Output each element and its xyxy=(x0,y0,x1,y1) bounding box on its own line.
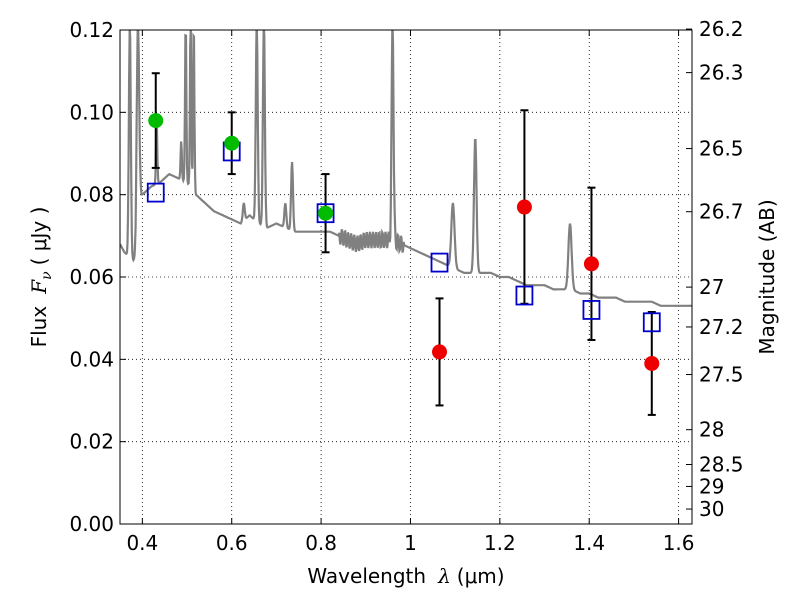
mag-tick-label: 28.5 xyxy=(699,452,744,476)
detection-marker xyxy=(644,355,660,371)
mag-tick-label: 29 xyxy=(699,474,724,498)
mag-tick-label: 30 xyxy=(699,497,724,521)
detection-marker xyxy=(148,113,164,129)
mag-tick-label: 27.5 xyxy=(699,363,744,387)
y-tick-label: 0.04 xyxy=(69,347,114,371)
detection-marker xyxy=(516,199,532,215)
y-axis-title-unit: ( μJy ) xyxy=(27,207,51,266)
x-axis-title-symbol: λ xyxy=(437,564,451,588)
x-tick-label: 1.2 xyxy=(484,531,516,555)
y-axis-title-symbol: F xyxy=(27,279,51,295)
mag-tick-label: 27 xyxy=(699,275,724,299)
x-tick-label: 0.8 xyxy=(305,531,337,555)
markers xyxy=(146,113,661,371)
x-axis-title-unit: (μm) xyxy=(457,564,505,588)
model-photometry-marker xyxy=(146,182,165,203)
model-photometry-marker xyxy=(582,300,601,320)
y-axis-title-prefix: Flux xyxy=(27,306,51,348)
model-photometry-marker xyxy=(642,312,661,333)
mag-tick-label: 26.7 xyxy=(699,200,744,224)
detection-marker xyxy=(318,205,334,221)
x-tick-label: 1.6 xyxy=(663,531,695,555)
model-photometry-marker xyxy=(430,252,449,273)
detection-marker xyxy=(432,344,448,360)
x-axis-title-prefix: Wavelength xyxy=(307,564,426,588)
x-tick-label: 0.6 xyxy=(216,531,248,555)
mag-tick-label: 26.5 xyxy=(699,137,744,161)
mag-tick-label: 28 xyxy=(699,418,724,442)
model-photometry-marker xyxy=(515,285,534,306)
grid-lines xyxy=(120,30,692,524)
detection-marker xyxy=(224,135,240,151)
mag-tick-label: 26.2 xyxy=(699,17,744,41)
y-tick-label: 0.12 xyxy=(69,18,114,42)
y-tick-label: 0.08 xyxy=(69,183,114,207)
axis-ticks: 0.4 0.6 0.8 1 1.2 1.4 1.6 0.00 0.02 0.04 0.06 0.08 0… xyxy=(69,17,743,555)
plot-area xyxy=(120,30,692,307)
y-axis-title: Flux Fν ( μJy ) xyxy=(27,207,55,348)
plot-frame xyxy=(119,29,693,525)
y-axis-title-sub: ν xyxy=(39,271,55,280)
x-tick-label: 0.4 xyxy=(126,531,158,555)
detection-marker xyxy=(583,256,599,272)
y-tick-label: 0.06 xyxy=(69,265,114,289)
x-axis-title: Wavelength λ (μm) xyxy=(307,564,504,588)
x-tick-label: 1.4 xyxy=(573,531,605,555)
spectrum-line xyxy=(120,30,692,307)
mag-tick-label: 26.3 xyxy=(699,61,744,85)
y-tick-label: 0.02 xyxy=(69,430,114,454)
y-tick-label: 0.00 xyxy=(69,512,114,536)
x-tick-label: 1 xyxy=(404,531,417,555)
y2-axis-title: Magnitude (AB) xyxy=(755,199,779,354)
model-photometry-marker xyxy=(316,203,335,224)
mag-tick-label: 27.2 xyxy=(699,315,744,339)
y-tick-label: 0.10 xyxy=(69,100,114,124)
